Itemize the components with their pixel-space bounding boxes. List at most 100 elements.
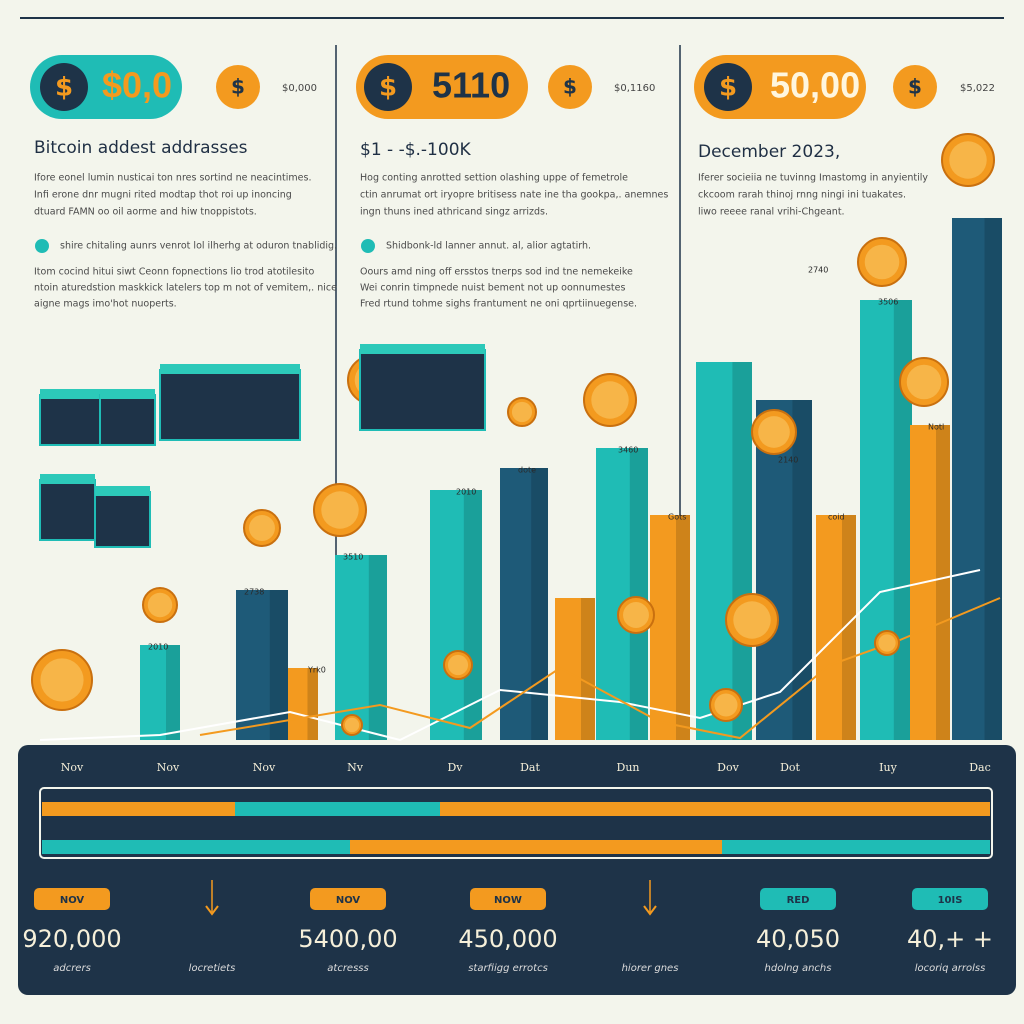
timeline-frame (39, 787, 993, 859)
stat-tag-label: 10IS (938, 895, 963, 906)
paragraph-line: Wei conrin timpnede nuist bement not up … (360, 283, 625, 294)
bar-side (581, 598, 595, 740)
stat-tag-label: RED (787, 895, 810, 906)
paragraph-line: dtuard FAMN oo oil aorme and hiw tnoppis… (34, 207, 257, 218)
panel-heading: $1 - -$.-100K (360, 140, 472, 160)
bar-side (676, 515, 690, 740)
bar-label: 2010 (148, 643, 168, 652)
bar-label: Gots (668, 513, 686, 522)
bar-side (792, 400, 812, 740)
bar-label: dote (518, 466, 536, 475)
bar-side (368, 555, 387, 740)
paragraph-line: aigne mags imo'hot nuoperts. (34, 299, 177, 310)
badge-value: 5110 (432, 65, 510, 106)
coin-symbol: $ (563, 75, 577, 99)
stat-caption: hdolng anchs (765, 963, 832, 974)
bitcoin-coin-inner (40, 658, 84, 702)
bar-illustration: 2010 2738 Yrk0 3510 2010 dote 3460 Gots 2740 2140… (31, 133, 1002, 742)
stats: NOV 920,000 adcrers locretiets NOV 5400,00 atc… (22, 880, 993, 974)
cash-top (100, 389, 155, 399)
paragraph-line: Hog conting anrotted settion olashing up… (360, 173, 628, 184)
paragraph-line: Fred rtund tohme sighs frantument ne oni… (360, 299, 637, 310)
stat-tag (34, 888, 110, 910)
bar-side (269, 590, 288, 740)
bar-label: 2740 (808, 266, 828, 275)
timeline-label: Dac (969, 761, 991, 774)
paragraph-line: liwo reeee ranal vrihi-Chgeant. (698, 207, 845, 218)
paragraph-line: ctin anrumat ort iryopre britisess nate … (360, 190, 668, 201)
bar (650, 515, 690, 740)
stat-caption: locretiets (189, 963, 236, 974)
paragraph-line: ckcoom rarah thinoj rnng ningi ini tuaka… (698, 190, 906, 201)
stat-value: 40,+ + (907, 925, 993, 953)
paragraph-line: Iferer socieiia ne tuvinng Imastomg in a… (698, 173, 928, 184)
panel-header: $ $0,0 $ $0,000 Bitcoin addest addrasses (30, 55, 317, 158)
paragraph-line: Oours amd ning off ersstos tnerps sod in… (360, 267, 633, 278)
stat-caption: hiorer gnes (622, 963, 679, 974)
bar (236, 590, 288, 740)
stat-tag-label: NOW (494, 895, 522, 906)
stat-tag (912, 888, 988, 910)
coin-symbol: $ (55, 73, 73, 103)
bar (816, 515, 856, 740)
coin-icon (216, 65, 260, 109)
panel-header: $ 5110 $ $0,1160 $1 - -$.-100K (356, 55, 655, 160)
bar-label: 2010 (456, 488, 476, 497)
paragraph-line: Itom cocind hitui siwt Ceonn fopnections… (34, 267, 314, 278)
bitcoin-coin-inner (878, 634, 896, 652)
bitcoin-coin-inner (249, 515, 275, 541)
cash-stack (39, 394, 101, 446)
bitcoin-coin-inner (733, 601, 771, 639)
coin-icon (548, 65, 592, 109)
stat-value: 450,000 (458, 925, 557, 953)
badge-value: $0,0 (102, 65, 172, 106)
paragraph-line: Shidbonk-ld lanner annut. al, alior agta… (386, 241, 591, 252)
stat-tag (310, 888, 386, 910)
timeline-stripe (42, 802, 990, 816)
bar-label: 3460 (618, 446, 638, 455)
stat-caption: adcrers (53, 963, 91, 974)
timeline-label: Nov (253, 761, 276, 774)
stat-caption: atcresss (327, 963, 368, 974)
bitcoin-coin-inner (623, 602, 649, 628)
bar-label: 2738 (244, 588, 264, 597)
bar-label: Yrk0 (307, 666, 326, 675)
timeline-label: Nov (157, 761, 180, 774)
timeline-stripe (235, 802, 440, 816)
badge-value: 50,00 (770, 65, 860, 106)
bar-side (936, 425, 950, 740)
coin-symbol: $ (908, 75, 922, 99)
amount: $5,022 (960, 83, 995, 94)
bitcoin-coin-inner (758, 416, 790, 448)
bitcoin-coin-inner (591, 381, 629, 419)
coin-symbol: $ (231, 75, 245, 99)
bar-label: 3510 (343, 553, 363, 562)
bar-side (984, 218, 1002, 740)
stat-value: 920,000 (22, 925, 121, 953)
bullet (361, 239, 375, 253)
stat-caption: starfiigg errotcs (468, 963, 548, 974)
cash-stack (99, 394, 156, 446)
paragraph-line: shire chitaling aunrs venrot lol ilherhg… (60, 241, 337, 252)
bitcoin-coin-inner (147, 592, 173, 618)
cash-top (160, 364, 300, 374)
stat-arrowhead (643, 905, 657, 916)
bar (140, 645, 180, 740)
coin-icon (704, 63, 752, 111)
coin-symbol: $ (379, 73, 397, 103)
bar (952, 218, 1002, 740)
bar (430, 490, 482, 740)
timeline-label: Dov (717, 761, 739, 774)
cash-top (40, 389, 100, 399)
bar-label: 3506 (878, 298, 898, 307)
amount: $0,1160 (614, 83, 655, 94)
bitcoin-coin-inner (511, 401, 533, 423)
paragraphs: Ifore eonel lumin nusticai ton nres sort… (34, 173, 928, 310)
coin-symbol: $ (719, 73, 737, 103)
bitcoin-coin-inner (714, 693, 738, 717)
trend-line (39, 569, 981, 742)
bar-side (531, 468, 548, 740)
bullet (35, 239, 49, 253)
paragraph-line: ntoin aturedstion maskkick latelers top … (34, 283, 337, 294)
